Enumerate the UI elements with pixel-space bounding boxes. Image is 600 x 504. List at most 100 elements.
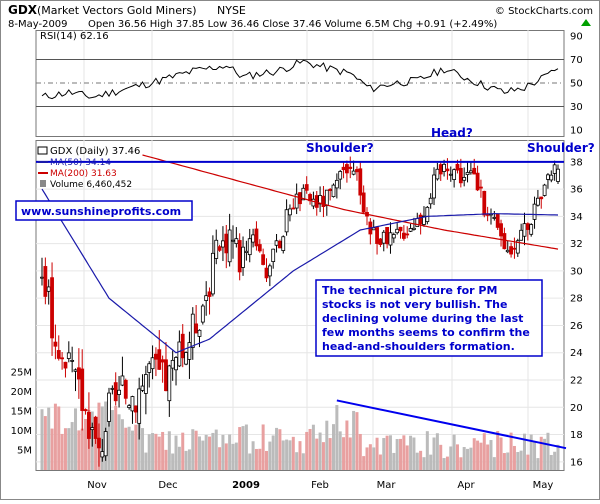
candle-body	[73, 369, 78, 372]
candle-body	[174, 357, 178, 371]
candle-body	[113, 382, 118, 402]
symbol-name: (Market Vectors Gold Miners)	[37, 4, 197, 17]
candle-body	[465, 172, 470, 176]
volume-bar	[342, 437, 346, 470]
legend-volume-swatch	[40, 180, 46, 187]
x-label-mar: Mar	[377, 480, 397, 491]
rsi-tick-label: 90	[570, 31, 583, 42]
volume-bar	[395, 439, 399, 470]
candle-body	[100, 451, 105, 458]
volume-bar	[74, 408, 78, 470]
volume-bar	[466, 448, 470, 470]
candle-body	[405, 233, 410, 236]
volume-bar	[184, 450, 188, 470]
volume-tick-label: 25M	[11, 368, 32, 379]
volume-bar	[439, 444, 443, 470]
candle-body	[412, 227, 416, 230]
volume-trend-line	[336, 399, 567, 450]
symbol: GDX	[8, 3, 38, 17]
candle-body	[164, 359, 168, 392]
volume-bar	[157, 436, 161, 470]
volume-bar	[399, 438, 403, 470]
volume-bar	[422, 457, 426, 470]
candle-body	[133, 405, 138, 413]
candle-body	[371, 227, 376, 231]
volume-bar	[288, 440, 292, 470]
volume-bar	[114, 405, 118, 470]
candle-body	[428, 197, 433, 205]
volume-bar	[281, 440, 285, 470]
volume-bar	[278, 429, 282, 470]
volume-bar	[301, 453, 305, 470]
volume-bar	[305, 431, 309, 470]
candle-body	[351, 170, 356, 175]
candle-body	[334, 179, 339, 189]
volume-bar	[553, 451, 557, 470]
candle-body	[43, 266, 48, 297]
candle-body	[381, 231, 386, 244]
volume-bar	[43, 416, 47, 470]
volume-bar	[368, 444, 372, 470]
candle-body	[154, 353, 158, 360]
volume-bar	[151, 433, 155, 470]
candle-body	[505, 249, 510, 253]
candle-body	[385, 227, 390, 245]
volume-bar	[546, 432, 550, 470]
volume-bar	[130, 430, 134, 470]
volume-bar	[415, 452, 419, 470]
volume-bar	[509, 432, 513, 470]
candle-body	[291, 207, 296, 210]
volume-bar	[355, 412, 359, 470]
volume-bar	[533, 441, 537, 470]
volume-bar	[261, 424, 265, 470]
rsi-tick-label: 50	[570, 79, 583, 90]
volume-bar	[187, 449, 191, 470]
volume-bar	[502, 453, 506, 470]
candle-body	[398, 226, 403, 232]
date: 8-May-2009	[8, 19, 68, 30]
candle-body	[257, 244, 262, 252]
candle-body	[194, 323, 199, 334]
candle-body	[448, 173, 453, 176]
candle-body	[244, 250, 249, 254]
volume-bar	[479, 442, 483, 470]
volume-bar	[476, 440, 480, 470]
volume-bar	[382, 438, 386, 470]
volume-bar	[67, 428, 71, 470]
candle-body	[475, 172, 480, 191]
volume-tick-label: 10M	[11, 426, 32, 437]
volume-bar	[365, 447, 369, 470]
candle-body	[284, 209, 289, 233]
legend-title: GDX (Daily) 37.46	[50, 146, 140, 157]
commentary-line: head-and-shoulders formation.	[322, 340, 515, 353]
candle-body	[87, 411, 91, 439]
x-axis-labels: Nov Dec 2009 Feb Mar Apr May	[87, 480, 553, 491]
volume-bar	[516, 452, 520, 470]
candle-body	[515, 240, 520, 254]
candle-body	[341, 166, 346, 171]
candle-body	[361, 192, 366, 213]
candle-body	[525, 223, 530, 230]
website-link[interactable]: www.sunshineprofits.com	[21, 205, 181, 218]
candle-body	[391, 234, 396, 239]
candle-body	[40, 276, 44, 279]
candle-body	[264, 267, 269, 279]
volume-bar	[221, 434, 225, 470]
exchange: NYSE	[217, 4, 246, 17]
volume-bar	[482, 433, 486, 470]
annotation-shoulder-right: Shoulder?	[527, 141, 595, 155]
volume-bar	[218, 447, 222, 470]
candle-body	[348, 166, 353, 169]
volume-bar	[53, 403, 57, 470]
volume-bar	[141, 428, 145, 470]
volume-bar	[308, 428, 312, 470]
candle-body	[241, 246, 245, 268]
candle-body	[271, 248, 276, 262]
price-tick-label: 16	[570, 457, 583, 468]
price-tick-label: 32	[570, 239, 583, 250]
volume-bar	[251, 441, 255, 470]
volume-bar	[459, 457, 463, 470]
candle-body	[512, 247, 517, 250]
